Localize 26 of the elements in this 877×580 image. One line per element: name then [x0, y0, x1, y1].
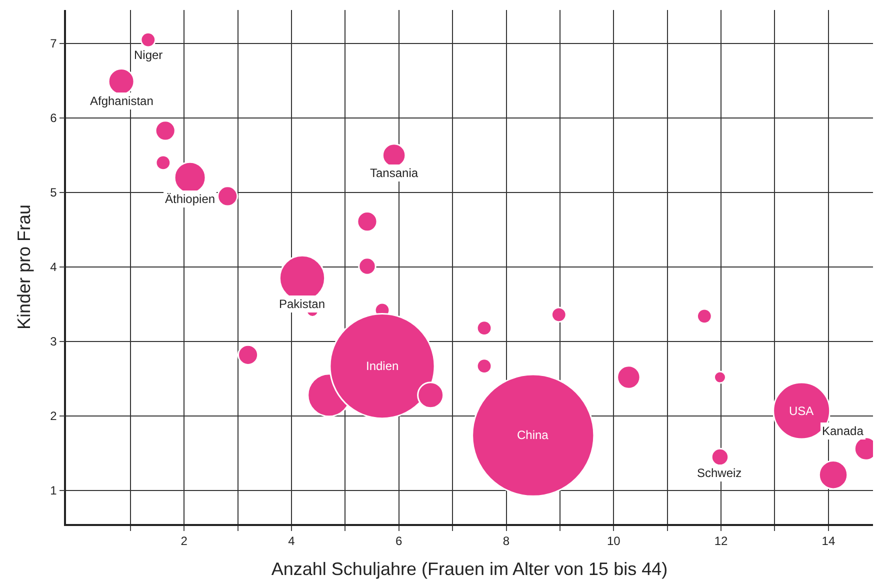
annotation: China	[517, 428, 549, 442]
annotation: Niger	[134, 48, 163, 62]
x-tick-label: 8	[502, 534, 510, 548]
x-tick-label: 12	[714, 534, 728, 548]
y-tick-label: 1	[50, 484, 58, 498]
y-tick-label: 6	[50, 111, 58, 126]
x-tick-label: 14	[822, 534, 836, 548]
y-tick-label: 5	[50, 186, 58, 200]
y-tick-label: 4	[50, 260, 58, 274]
annotation: Indien	[366, 359, 399, 373]
x-tick-label: 6	[396, 534, 403, 548]
y-tick-label: 3	[50, 334, 58, 349]
annotation: Pakistan	[279, 297, 326, 311]
annotation: USA	[789, 404, 814, 418]
annotation: Kanada	[822, 424, 864, 438]
x-tick-label: 10	[606, 534, 621, 548]
x-tick-label: 4	[288, 534, 296, 548]
y-tick-label: 7	[50, 36, 58, 51]
x-tick-label: 2	[180, 534, 188, 548]
annotation: Äthiopien	[165, 192, 216, 206]
y-axis-title: Kinder pro Frau	[14, 204, 34, 330]
annotation: Schweiz	[697, 466, 742, 480]
annotation: Tansania	[370, 166, 418, 180]
x-axis-title: Anzahl Schuljahre (Frauen im Alter von 15 bis 44)	[271, 558, 668, 579]
y-tick-label: 2	[50, 409, 58, 424]
annotation: Afghanistan	[90, 94, 154, 108]
